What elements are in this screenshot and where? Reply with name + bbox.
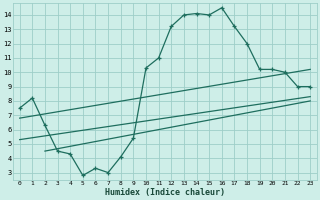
X-axis label: Humidex (Indice chaleur): Humidex (Indice chaleur) [105,188,225,197]
